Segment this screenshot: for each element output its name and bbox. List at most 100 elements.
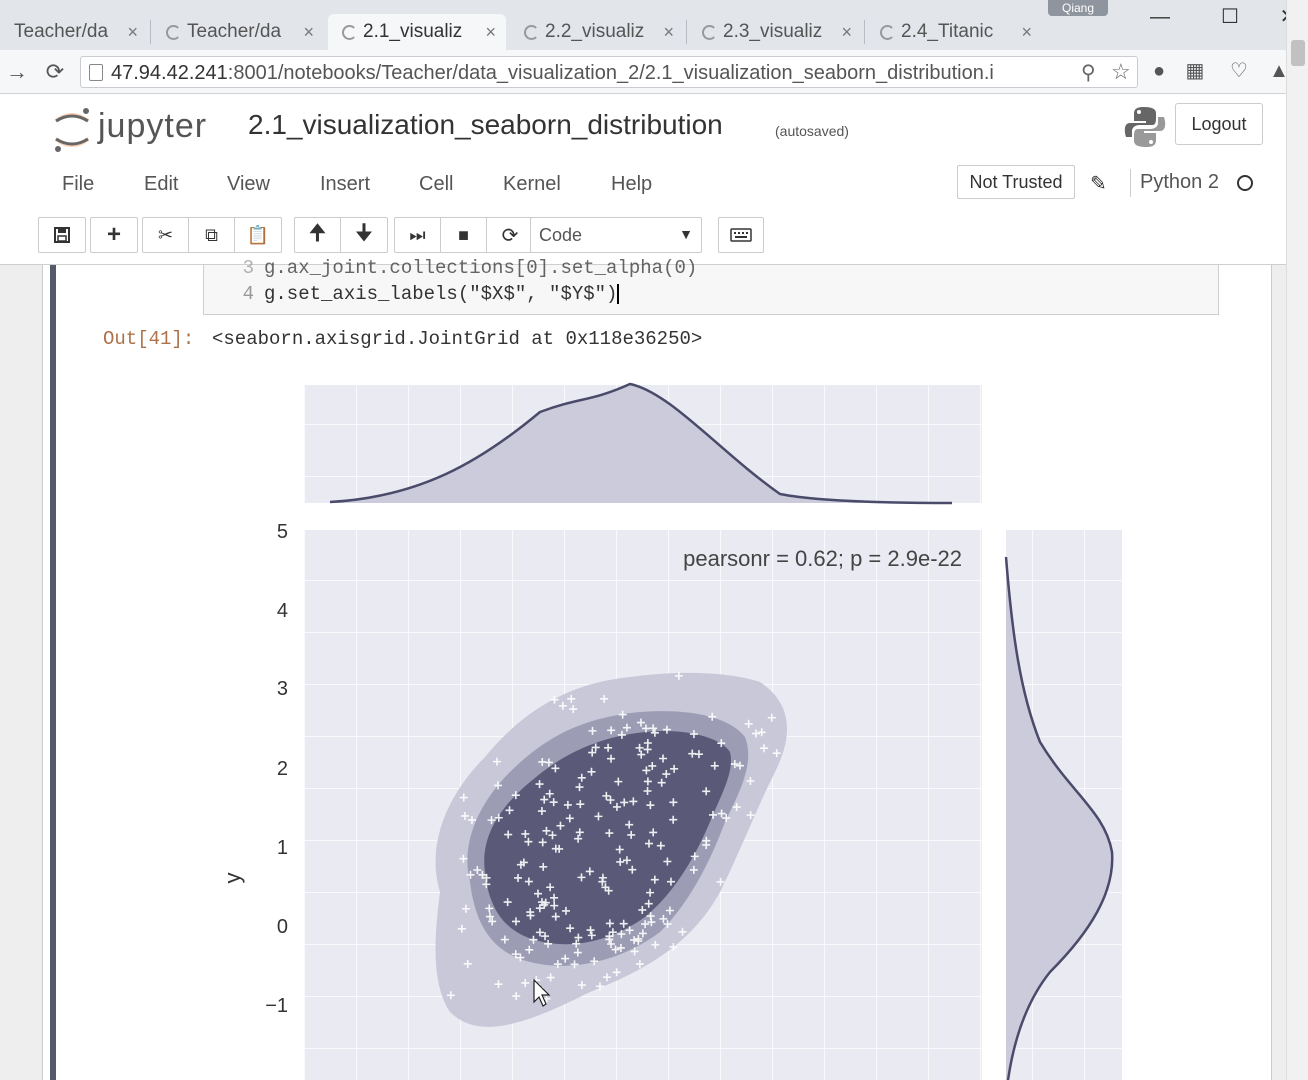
scatter-point	[659, 914, 668, 923]
close-icon[interactable]: ×	[127, 21, 138, 42]
save-icon[interactable]	[39, 218, 85, 252]
scatter-point	[736, 761, 745, 770]
menu-insert[interactable]: Insert	[320, 173, 371, 195]
jupyter-header: jupyter 2.1_visualization_seaborn_distri…	[0, 95, 1286, 265]
address-bar[interactable]: 47.94.42.241:8001/notebooks/Teacher/data…	[80, 56, 1138, 88]
stop-icon[interactable]: ■	[441, 218, 487, 252]
scatter-point	[539, 862, 548, 871]
close-icon[interactable]: ×	[303, 21, 314, 42]
scatter-point	[608, 928, 617, 937]
extension-icon[interactable]: ▦	[1185, 60, 1205, 82]
page-icon	[89, 64, 103, 81]
minimize-icon[interactable]: —	[1150, 6, 1170, 28]
paste-icon[interactable]: 📋	[246, 224, 270, 245]
browser-tab-active[interactable]: 2.1_visualiz ×	[328, 14, 506, 50]
menu-cell[interactable]: Cell	[419, 173, 454, 195]
scatter-point	[751, 729, 760, 738]
page-scrollbar[interactable]	[1286, 0, 1308, 1080]
scatter-point	[744, 719, 753, 728]
scatter-point	[638, 929, 647, 938]
close-icon[interactable]: ×	[663, 21, 674, 42]
cell-selection-bar	[50, 265, 56, 1080]
extension-icon[interactable]: ●	[1152, 60, 1166, 82]
close-icon[interactable]: ×	[1021, 21, 1032, 42]
scatter-point	[587, 931, 596, 940]
scatter-point	[722, 814, 731, 823]
pencil-icon[interactable]: ✎	[1090, 173, 1107, 195]
scatter-point	[494, 781, 503, 790]
bookmark-star-icon[interactable]: ☆	[1111, 59, 1131, 84]
notebook-title[interactable]: 2.1_visualization_seaborn_distribution	[248, 109, 723, 140]
scatter-point	[616, 857, 625, 866]
toolbar-group-move: 🠉 🠋	[294, 217, 388, 253]
scatter-point	[526, 908, 535, 917]
browser-tab[interactable]: Teacher/da ×	[0, 14, 148, 50]
url-host: 47.94.42.241	[111, 62, 228, 84]
scatter-point	[602, 973, 611, 982]
browser-tab[interactable]: 2.2_visualiz ×	[510, 14, 684, 50]
jupyter-logo[interactable]: jupyter	[52, 105, 232, 155]
browser-tab[interactable]: 2.3_visualiz ×	[688, 14, 862, 50]
close-icon[interactable]: ×	[841, 21, 852, 42]
menu-help[interactable]: Help	[611, 173, 653, 195]
jupyter-logo-text: jupyter	[98, 107, 208, 145]
scatter-point	[644, 839, 653, 848]
scatter-point	[540, 795, 549, 804]
forward-icon[interactable]: →	[6, 59, 28, 84]
scatter-point	[746, 776, 755, 785]
scatter-point	[565, 814, 574, 823]
scatter-point	[629, 797, 638, 806]
scatter-point	[702, 787, 711, 796]
extension-icon[interactable]: ♡	[1230, 60, 1248, 82]
toolbar-group-save	[38, 217, 86, 253]
add-cell-icon[interactable]: +	[106, 221, 121, 248]
menu-kernel[interactable]: Kernel	[503, 173, 561, 195]
scatter-point	[505, 806, 514, 815]
scatter-point	[494, 980, 503, 989]
scatter-point	[572, 939, 581, 948]
restart-icon[interactable]: ⟳	[501, 224, 519, 247]
scatter-point	[538, 838, 547, 847]
scrollbar-thumb[interactable]	[1291, 40, 1305, 66]
move-up-icon[interactable]: 🠉	[295, 218, 341, 252]
scatter-point	[488, 917, 497, 926]
menu-file[interactable]: File	[62, 173, 95, 195]
reload-icon[interactable]: ⟳	[45, 59, 65, 84]
scatter-point	[649, 828, 658, 837]
cut-icon[interactable]: ✂	[143, 218, 189, 252]
zoom-icon[interactable]: ⚲	[1081, 62, 1096, 84]
y-tick-label: 0	[277, 916, 288, 938]
kernel-name[interactable]: Python 2	[1140, 171, 1219, 193]
copy-icon[interactable]: ⧉	[189, 218, 235, 252]
menu-view[interactable]: View	[227, 173, 270, 195]
scatter-point	[459, 854, 468, 863]
scatter-point	[570, 960, 579, 969]
keyboard-icon[interactable]	[718, 217, 764, 253]
menu-edit[interactable]: Edit	[144, 173, 179, 195]
extension-icon[interactable]: ▲	[1269, 60, 1289, 82]
scatter-point	[544, 758, 553, 767]
scatter-point	[574, 834, 583, 843]
scatter-point	[516, 953, 525, 962]
code-input-area[interactable]: 3 g.ax_joint.collections[0].set_alpha(0) …	[203, 257, 1219, 315]
scatter-point	[628, 865, 637, 874]
profile-badge[interactable]: Qiang	[1048, 0, 1108, 16]
y-tick-label: 4	[277, 600, 288, 622]
maximize-icon[interactable]: ☐	[1221, 6, 1239, 28]
browser-tab[interactable]: Teacher/da ×	[152, 14, 324, 50]
scatter-point	[650, 875, 659, 884]
scatter-point	[541, 898, 550, 907]
close-icon[interactable]: ×	[485, 21, 496, 42]
scatter-point	[607, 754, 616, 763]
browser-tab-bar: Teacher/da × Teacher/da × 2.1_visualiz ×…	[0, 0, 1308, 50]
trust-button[interactable]: Not Trusted	[957, 165, 1075, 199]
move-down-icon[interactable]: 🠋	[354, 220, 374, 245]
tab-label: 2.1_visualiz	[363, 21, 463, 42]
cell-type-select[interactable]: Code ▼	[530, 217, 702, 253]
browser-tab[interactable]: 2.4_Titanic ×	[866, 14, 1042, 50]
run-icon[interactable]: ⏭	[395, 218, 441, 252]
logout-button[interactable]: Logout	[1175, 103, 1263, 145]
output-text: <seaborn.axisgrid.JointGrid at 0x118e362…	[212, 328, 703, 350]
text-cursor	[617, 283, 620, 304]
scatter-point	[516, 860, 525, 869]
